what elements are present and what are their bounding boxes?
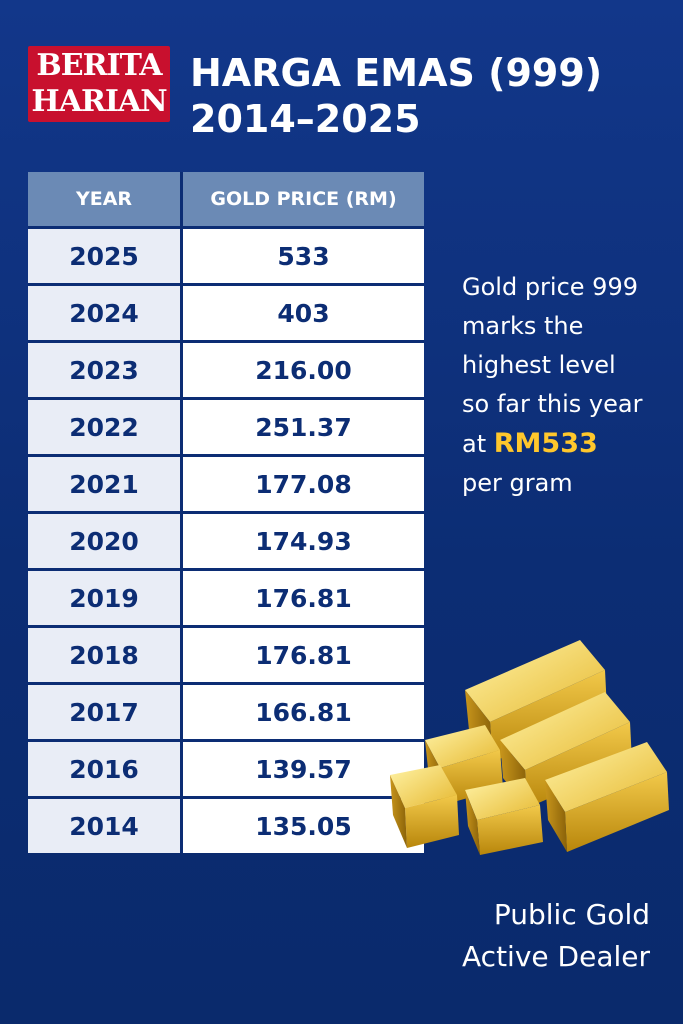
cell-price: 176.81	[183, 628, 424, 682]
cell-year: 2016	[28, 742, 183, 796]
side-note-line: marks the	[462, 312, 584, 340]
table-row: 2018 176.81	[28, 625, 424, 682]
cell-year: 2017	[28, 685, 183, 739]
cell-price: 174.93	[183, 514, 424, 568]
cell-year: 2018	[28, 628, 183, 682]
logo-line-1: BERITA	[36, 48, 162, 83]
gold-bar-bottom-right	[545, 742, 669, 852]
table-row: 2019 176.81	[28, 568, 424, 625]
table-row: 2022 251.37	[28, 397, 424, 454]
header-year: YEAR	[28, 172, 183, 226]
gold-price-table: YEAR GOLD PRICE (RM) 2025 533 2024 403 2…	[28, 172, 424, 853]
title-line-1: HARGA EMAS (999)	[190, 51, 603, 95]
cell-year: 2019	[28, 571, 183, 625]
cell-year: 2023	[28, 343, 183, 397]
table-row: 2014 135.05	[28, 796, 424, 853]
table-row: 2017 166.81	[28, 682, 424, 739]
berita-harian-logo: BERITA HARIAN	[28, 46, 170, 122]
table-row: 2023 216.00	[28, 340, 424, 397]
cell-price: 177.08	[183, 457, 424, 511]
table-row: 2021 177.08	[28, 454, 424, 511]
cell-price: 139.57	[183, 742, 424, 796]
dealer-caption: Public Gold Active Dealer	[430, 894, 650, 978]
table-row: 2020 174.93	[28, 511, 424, 568]
table-row: 2025 533	[28, 226, 424, 283]
gold-bars-icon	[385, 630, 675, 860]
cell-price: 166.81	[183, 685, 424, 739]
header-gold-price: GOLD PRICE (RM)	[210, 188, 397, 210]
gold-bar-bottom-left	[390, 765, 459, 848]
dealer-line-2: Active Dealer	[462, 940, 650, 973]
side-note-at: at	[462, 430, 494, 458]
table-row: 2016 139.57	[28, 739, 424, 796]
title-line-2: 2014–2025	[190, 97, 421, 141]
cell-price: 216.00	[183, 343, 424, 397]
cell-price: 251.37	[183, 400, 424, 454]
table-row: 2024 403	[28, 283, 424, 340]
cell-year: 2022	[28, 400, 183, 454]
cell-year: 2025	[28, 229, 183, 283]
logo-line-2: HARIAN	[31, 84, 167, 119]
highlight-price: RM533	[493, 428, 598, 459]
cell-price: 403	[183, 286, 424, 340]
side-note-line: at RM533	[462, 424, 672, 464]
cell-price: 135.05	[183, 799, 424, 853]
cell-year: 2021	[28, 457, 183, 511]
cell-year: 2014	[28, 799, 183, 853]
side-note-line: highest level	[462, 351, 616, 379]
gold-bar-bottom-middle	[465, 778, 543, 855]
cell-year: 2020	[28, 514, 183, 568]
dealer-line-1: Public Gold	[493, 898, 650, 931]
side-note-line: Gold price 999	[462, 273, 638, 301]
side-note-line: per gram	[462, 469, 573, 497]
cell-year: 2024	[28, 286, 183, 340]
table-header-row: YEAR GOLD PRICE (RM)	[28, 172, 424, 226]
cell-price: 176.81	[183, 571, 424, 625]
side-note: Gold price 999 marks the highest level s…	[462, 268, 672, 503]
cell-price: 533	[183, 229, 424, 283]
side-note-line: so far this year	[462, 390, 643, 418]
page-title: HARGA EMAS (999) 2014–2025	[190, 50, 670, 142]
